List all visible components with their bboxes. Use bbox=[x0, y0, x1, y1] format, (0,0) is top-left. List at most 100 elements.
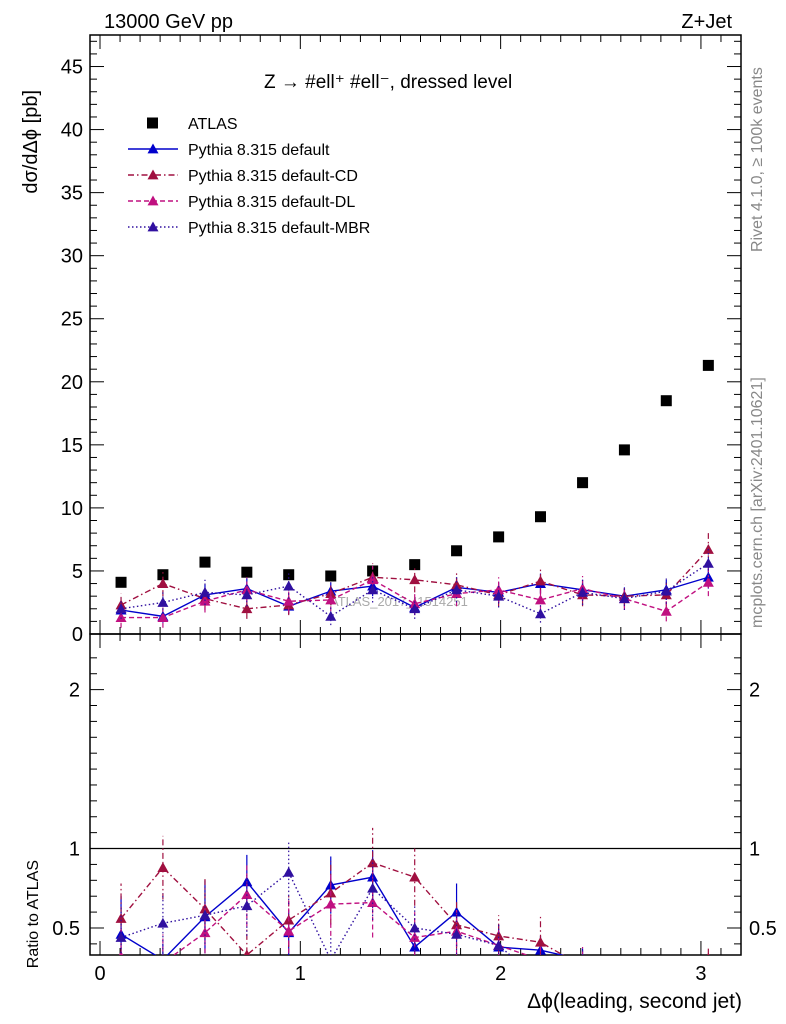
ratio-point bbox=[283, 866, 295, 877]
mc-point bbox=[367, 584, 379, 595]
ratio-point bbox=[115, 912, 127, 923]
ratio-point bbox=[493, 930, 505, 941]
mc-point bbox=[660, 585, 672, 596]
mc-point bbox=[451, 579, 463, 590]
ratio-point bbox=[409, 922, 421, 933]
ratio-series-4 bbox=[115, 840, 588, 967]
main-y-tick-label: 20 bbox=[61, 372, 83, 394]
ratio-point bbox=[199, 927, 211, 938]
mc-point bbox=[702, 544, 714, 554]
x-tick-label: 3 bbox=[695, 963, 706, 985]
main-plot-title: Z → #ell⁺ #ell⁻, dressed level bbox=[264, 72, 512, 93]
legend-entry: Pythia 8.315 default bbox=[128, 142, 330, 159]
mc-point bbox=[660, 605, 672, 616]
ratio-point bbox=[451, 919, 463, 930]
mc-point bbox=[409, 598, 421, 609]
main-x-axis-ticks bbox=[99, 35, 742, 634]
process-label: Z+Jet bbox=[681, 11, 732, 33]
series-mc-4 bbox=[115, 548, 714, 626]
mc-point bbox=[241, 603, 253, 614]
ratio-point bbox=[157, 917, 169, 928]
mc-point bbox=[493, 584, 505, 595]
legend-label: Pythia 8.315 default-MBR bbox=[188, 220, 370, 237]
mc-point bbox=[534, 608, 546, 619]
atlas-point bbox=[367, 565, 379, 577]
legend-label: Pythia 8.315 default-DL bbox=[188, 194, 355, 211]
mc-point bbox=[241, 589, 253, 600]
ratio-y-axis-label: Ratio to ATLAS bbox=[25, 860, 42, 968]
atlas-point bbox=[702, 359, 714, 371]
main-y-tick-label: 15 bbox=[61, 435, 83, 457]
legend-marker bbox=[147, 195, 159, 206]
mc-point bbox=[618, 593, 630, 604]
legend-entry: Pythia 8.315 default-MBR bbox=[128, 220, 370, 237]
mc-point bbox=[325, 594, 337, 605]
main-series-layer bbox=[115, 359, 714, 628]
main-y-axis: 0 5 10 15 20 25 30 35 40 45 bbox=[61, 40, 741, 646]
main-y-tick-label: 35 bbox=[61, 183, 83, 205]
main-y-tick-label: 10 bbox=[61, 498, 83, 520]
ratio-point bbox=[241, 876, 253, 887]
atlas-point bbox=[199, 556, 211, 568]
ratio-point bbox=[367, 857, 379, 868]
ratio-panel-frame bbox=[89, 633, 742, 956]
mc-point bbox=[409, 603, 421, 614]
atlas-point bbox=[618, 444, 630, 456]
atlas-point bbox=[534, 511, 546, 523]
x-tick-label: 2 bbox=[495, 963, 506, 985]
legend-entry: Pythia 8.315 default-CD bbox=[128, 168, 358, 185]
main-y-tick-label: 25 bbox=[61, 309, 83, 331]
main-y-tick-label: 0 bbox=[72, 624, 83, 646]
ratio-point bbox=[619, 969, 630, 979]
main-y-tick-label: 40 bbox=[61, 120, 83, 142]
mc-point bbox=[115, 612, 127, 623]
legend: ATLAS Pythia 8.315 default Pythia 8.315 de… bbox=[128, 116, 370, 237]
x-tick-label: 1 bbox=[295, 963, 306, 985]
mc-point bbox=[283, 595, 295, 606]
ratio-y-tick-label: 2 bbox=[749, 680, 760, 702]
x-axis: 0 1 2 3 bbox=[94, 634, 742, 985]
ratio-series-2 bbox=[115, 827, 710, 985]
series-line bbox=[120, 549, 709, 610]
ratio-point bbox=[241, 900, 253, 911]
atlas-point bbox=[283, 569, 295, 581]
mc-point bbox=[493, 590, 505, 601]
ratio-point bbox=[582, 954, 583, 955]
x-axis-label: Δϕ(leading, second jet) bbox=[527, 990, 742, 1013]
mc-point bbox=[199, 586, 211, 597]
main-y-tick-label: 30 bbox=[61, 246, 83, 268]
ratio-point bbox=[157, 862, 169, 872]
ratio-point bbox=[577, 961, 588, 971]
ratio-point bbox=[661, 972, 672, 982]
atlas-point bbox=[157, 569, 169, 581]
ratio-point bbox=[157, 957, 168, 967]
ratio-y-tick-label: 1 bbox=[749, 839, 760, 861]
ratio-point bbox=[199, 909, 211, 920]
ratio-point bbox=[162, 954, 164, 955]
energy-label: 13000 GeV pp bbox=[104, 11, 233, 33]
ratio-point bbox=[283, 925, 295, 936]
ratio-point bbox=[619, 972, 630, 982]
ratio-point bbox=[534, 936, 546, 947]
ratio-point bbox=[540, 954, 541, 955]
ratio-point bbox=[661, 975, 672, 985]
mc-point bbox=[325, 610, 337, 621]
mc-point bbox=[534, 594, 546, 605]
series-atlas bbox=[115, 359, 714, 588]
ratio-point bbox=[707, 952, 710, 955]
mc-point bbox=[367, 574, 379, 585]
ratio-point bbox=[493, 939, 505, 950]
mc-point bbox=[157, 578, 169, 588]
ratio-point bbox=[330, 954, 332, 955]
legend-label: ATLAS bbox=[188, 116, 238, 133]
ratio-y-axis: 0.5 0.5 1 1 2 2 bbox=[52, 657, 777, 945]
mc-point bbox=[283, 580, 295, 591]
ratio-point bbox=[577, 957, 588, 967]
main-y-axis-label: dσ/dΔϕ [pb] bbox=[20, 90, 42, 194]
mc-point bbox=[534, 575, 546, 586]
x-tick-label: 0 bbox=[94, 963, 105, 985]
atlas-point bbox=[577, 477, 589, 489]
legend-entry: ATLAS bbox=[147, 116, 238, 133]
mcplots-label: mcplots.cern.ch [arXiv:2401.10621] bbox=[749, 377, 766, 628]
ratio-point bbox=[409, 871, 421, 882]
